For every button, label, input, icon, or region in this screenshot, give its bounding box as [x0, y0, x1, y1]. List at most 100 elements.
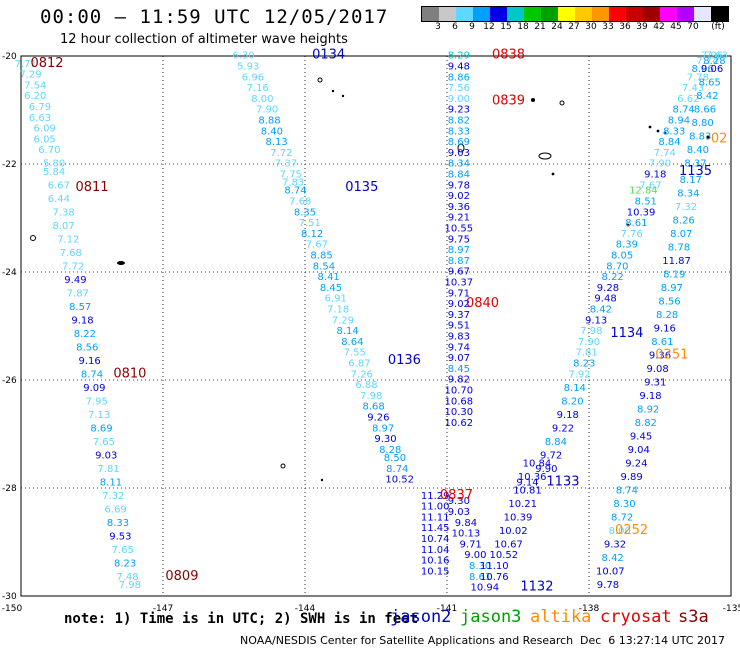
swh-value-label: 10.52 [489, 550, 518, 561]
swh-value-label: 8.70 [606, 261, 628, 272]
swh-value-label: 10.37 [445, 278, 474, 289]
color-swatch [456, 7, 473, 21]
color-swatch [592, 7, 609, 21]
swh-value-label: 9.28 [597, 283, 619, 294]
swh-value-label: 8.83 [689, 132, 711, 143]
swh-value-label: 10.36 [518, 472, 547, 483]
pass-time-label: 1132 [520, 580, 553, 595]
color-swatch [609, 7, 626, 21]
swh-value-label: 10.21 [508, 499, 537, 510]
color-scale-label: 21 [534, 22, 546, 32]
swh-value-label: 8.92 [637, 404, 659, 415]
color-scale-label: 45 [670, 22, 682, 32]
island-marker [341, 94, 345, 98]
swh-value-label: 8.29 [448, 51, 470, 62]
swh-value-label: 9.06 [701, 64, 723, 75]
swh-value-label: 8.33 [663, 126, 685, 137]
swh-value-label: 7.83 [282, 178, 304, 189]
swh-value-label: 8.42 [602, 553, 624, 564]
swh-value-label: 8.30 [469, 561, 491, 572]
swh-value-label: 7.48 [116, 572, 138, 583]
island-marker [626, 223, 630, 227]
swh-value-label: 7.98 [580, 326, 602, 337]
swh-value-label: 8.39 [616, 240, 638, 251]
swh-value-label: 8.45 [320, 283, 342, 294]
pass-time-label: 0252 [615, 523, 648, 538]
swh-value-label: 11.87 [662, 256, 691, 267]
swh-value-label: 9.00 [448, 94, 470, 105]
swh-value-label: 8.28 [656, 310, 678, 321]
color-swatch [575, 7, 592, 21]
color-swatch [422, 7, 439, 21]
swh-value-label: 7.68 [60, 248, 82, 259]
y-tick-label: -30 [2, 592, 17, 602]
y-tick-label: -26 [2, 376, 17, 386]
swh-value-label: 10.76 [480, 572, 509, 583]
swh-value-label: 9.83 [448, 332, 470, 343]
pass-time-label: 0136 [388, 353, 421, 368]
swh-value-label: 9.22 [552, 423, 574, 434]
color-scale-label: 9 [469, 22, 475, 32]
swh-value-label: 8.72 [611, 512, 633, 523]
swh-value-label: 7.98 [360, 391, 382, 402]
color-swatch [524, 7, 541, 21]
color-scale-label: 30 [585, 22, 597, 32]
swh-value-label: 9.72 [540, 450, 562, 461]
swh-value-label: 8.05 [611, 251, 633, 262]
swh-value-label: 8.61 [651, 337, 673, 348]
swh-value-label: 8.54 [313, 261, 335, 272]
swh-value-label: 8.42 [696, 91, 718, 102]
swh-value-label: 8.34 [448, 159, 470, 170]
x-tick-label: -147 [153, 604, 173, 614]
pass-time-label: 0135 [345, 180, 378, 195]
swh-value-label: 8.66 [694, 105, 716, 116]
swh-value-label: 7.55 [344, 348, 366, 359]
color-scale-label: (ft) [711, 22, 725, 32]
swh-value-label: 9.90 [535, 464, 557, 475]
swh-value-label: 6.63 [29, 113, 51, 124]
swh-value-label: 8.61 [625, 218, 647, 229]
x-tick-label: -141 [437, 604, 457, 614]
swh-value-label: 7.90 [256, 105, 278, 116]
axis-tick-labels: -150 -147 -144 -141 -138 -135 -20 -22 -24 -26 -28 -… [2, 52, 740, 614]
island-marker [663, 131, 667, 135]
swh-value-label: 8.61 [469, 572, 491, 583]
swh-value-label: 8.88 [258, 116, 280, 127]
swh-value-label: 9.49 [64, 275, 86, 286]
swh-value-label: 11.10 [480, 561, 509, 572]
color-scale-bar [421, 6, 729, 22]
swh-value-label: 7.56 [448, 83, 470, 94]
swh-value-label: 10.68 [445, 396, 474, 407]
swh-value-label: 8.40 [687, 145, 709, 156]
swh-value-label: 9.67 [448, 267, 470, 278]
swh-value-label: 7.81 [576, 348, 598, 359]
swh-value-label: 7.38 [52, 207, 74, 218]
pass-time-label: 0134 [312, 48, 345, 63]
swh-value-label: 10.39 [504, 512, 533, 523]
swh-value-label: 9.78 [597, 580, 619, 591]
swh-value-label: 10.16 [421, 556, 450, 567]
swh-value-label: 8.87 [448, 256, 470, 267]
swh-value-label: 8.69 [90, 423, 112, 434]
swh-value-label: 8.35 [294, 207, 316, 218]
swh-value-label: 9.04 [628, 445, 650, 456]
swh-value-label: 8.00 [251, 94, 273, 105]
swh-value-label: 10.74 [421, 534, 450, 545]
swh-value-label: 8.40 [261, 126, 283, 137]
swh-value-label: 8.11 [100, 477, 122, 488]
swh-value-label: 9.36 [649, 350, 671, 361]
x-tick-label: -144 [295, 604, 316, 614]
swh-value-label: 7.18 [327, 305, 349, 316]
swh-value-label: 7.95 [86, 396, 108, 407]
swh-value-label: 8.19 [663, 269, 685, 280]
swh-value-label: 7.78 [687, 72, 709, 83]
swh-value-label: 9.02 [448, 299, 470, 310]
swh-value-label: 9.84 [455, 518, 477, 529]
swh-value-label: 8.37 [684, 159, 706, 170]
swh-value-label: 8.07 [52, 221, 74, 232]
swh-value-label: 7.54 [24, 80, 46, 91]
swh-value-label: 7.43 [682, 83, 704, 94]
pass-time-label: 1135 [679, 164, 712, 179]
legend-s3a: s3a [678, 607, 709, 627]
swh-value-label: 11.29 [421, 491, 450, 502]
